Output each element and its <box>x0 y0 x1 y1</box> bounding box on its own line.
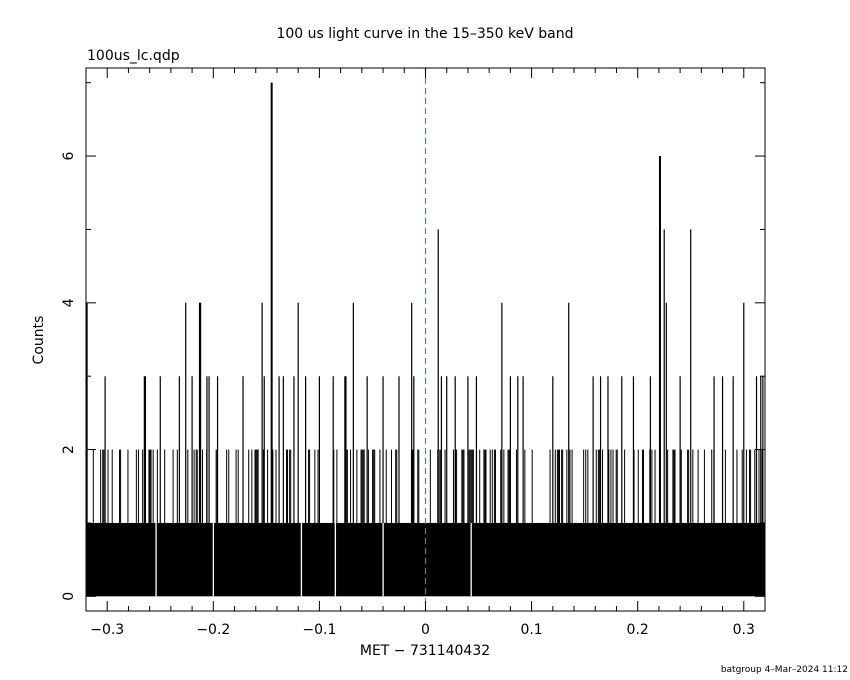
y-axis-label: Counts <box>31 316 47 365</box>
zero-count-bin <box>300 522 303 597</box>
footer-stamp: batgroup 4–Mar–2024 11:12 <box>721 665 848 675</box>
x-tick-label: 0.2 <box>627 622 649 638</box>
zero-count-bin <box>470 522 472 597</box>
x-tick-label: −0.3 <box>90 622 124 638</box>
zero-count-bin <box>382 522 384 597</box>
x-tick-label: −0.1 <box>302 622 336 638</box>
zero-count-bin <box>155 522 157 597</box>
zero-count-bin <box>212 522 215 597</box>
x-tick-label: 0.3 <box>733 622 755 638</box>
x-tick-label: −0.2 <box>196 622 230 638</box>
file-label: 100us_lc.qdp <box>87 48 180 64</box>
x-tick-label: 0.1 <box>520 622 542 638</box>
x-tick-label: 0 <box>421 622 430 638</box>
chart-title: 100 us light curve in the 15–350 keV ban… <box>276 26 573 42</box>
y-tick-label: 0 <box>61 592 77 601</box>
y-tick-label: 4 <box>61 298 77 307</box>
y-tick-label: 2 <box>61 445 77 454</box>
x-axis-label: MET − 731140432 <box>360 643 490 659</box>
y-tick-label: 6 <box>61 152 77 161</box>
x-axis-ticks: −0.3 −0.2 −0.1 0 0.1 0.2 0.3 <box>85 68 766 638</box>
zero-count-bin <box>334 522 337 597</box>
y-axis-ticks: 0 2 4 6 <box>61 82 765 601</box>
